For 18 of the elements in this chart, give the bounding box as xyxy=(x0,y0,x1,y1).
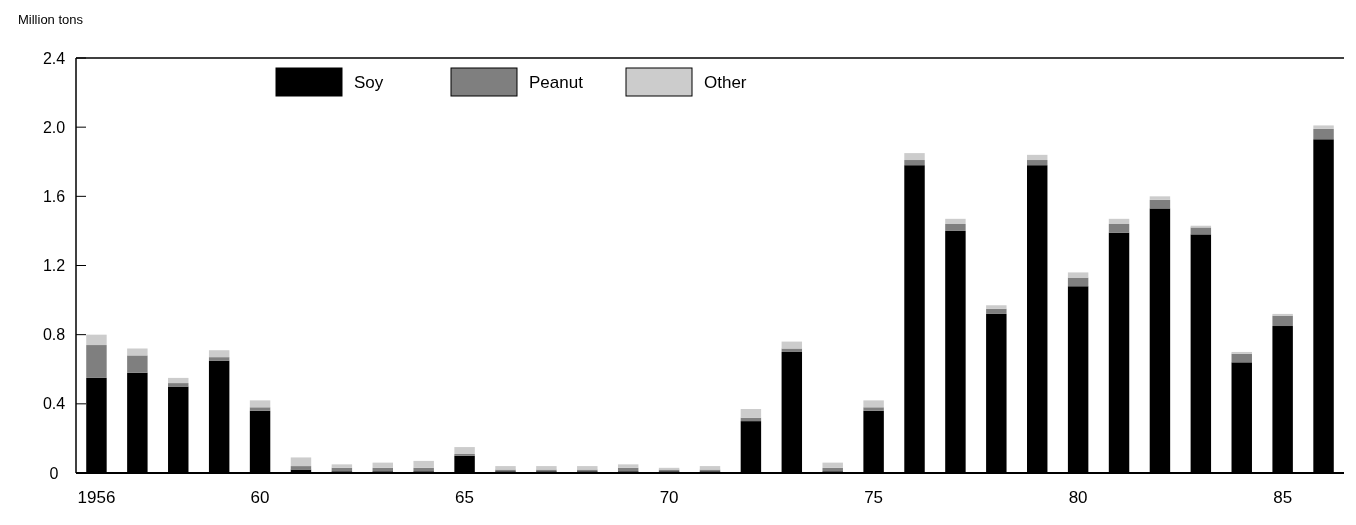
x-tick-label: 80 xyxy=(1068,488,1088,507)
x-tick-label: 65 xyxy=(455,488,475,507)
y-tick-label: 0 xyxy=(49,464,59,482)
x-tick-label: 70 xyxy=(659,488,679,507)
x-tick-label: 60 xyxy=(250,488,270,507)
x-tick-label: 1956 xyxy=(77,488,116,507)
y-tick-label: 1.6 xyxy=(42,187,66,205)
legend-label: Peanut xyxy=(529,72,584,92)
legend-label: Other xyxy=(704,72,747,92)
x-tick-label: 75 xyxy=(864,488,884,507)
y-tick-label: 2.0 xyxy=(42,118,66,136)
x-tick-label: 85 xyxy=(1273,488,1293,507)
y-tick-label: 1.2 xyxy=(42,257,66,275)
legend-label: Soy xyxy=(354,72,384,92)
y-tick-label: 0.8 xyxy=(42,326,66,344)
y-tick-label: 2.4 xyxy=(42,49,66,67)
y-tick-label: 0.4 xyxy=(42,395,66,413)
y-axis-title: Million tons xyxy=(18,12,84,27)
